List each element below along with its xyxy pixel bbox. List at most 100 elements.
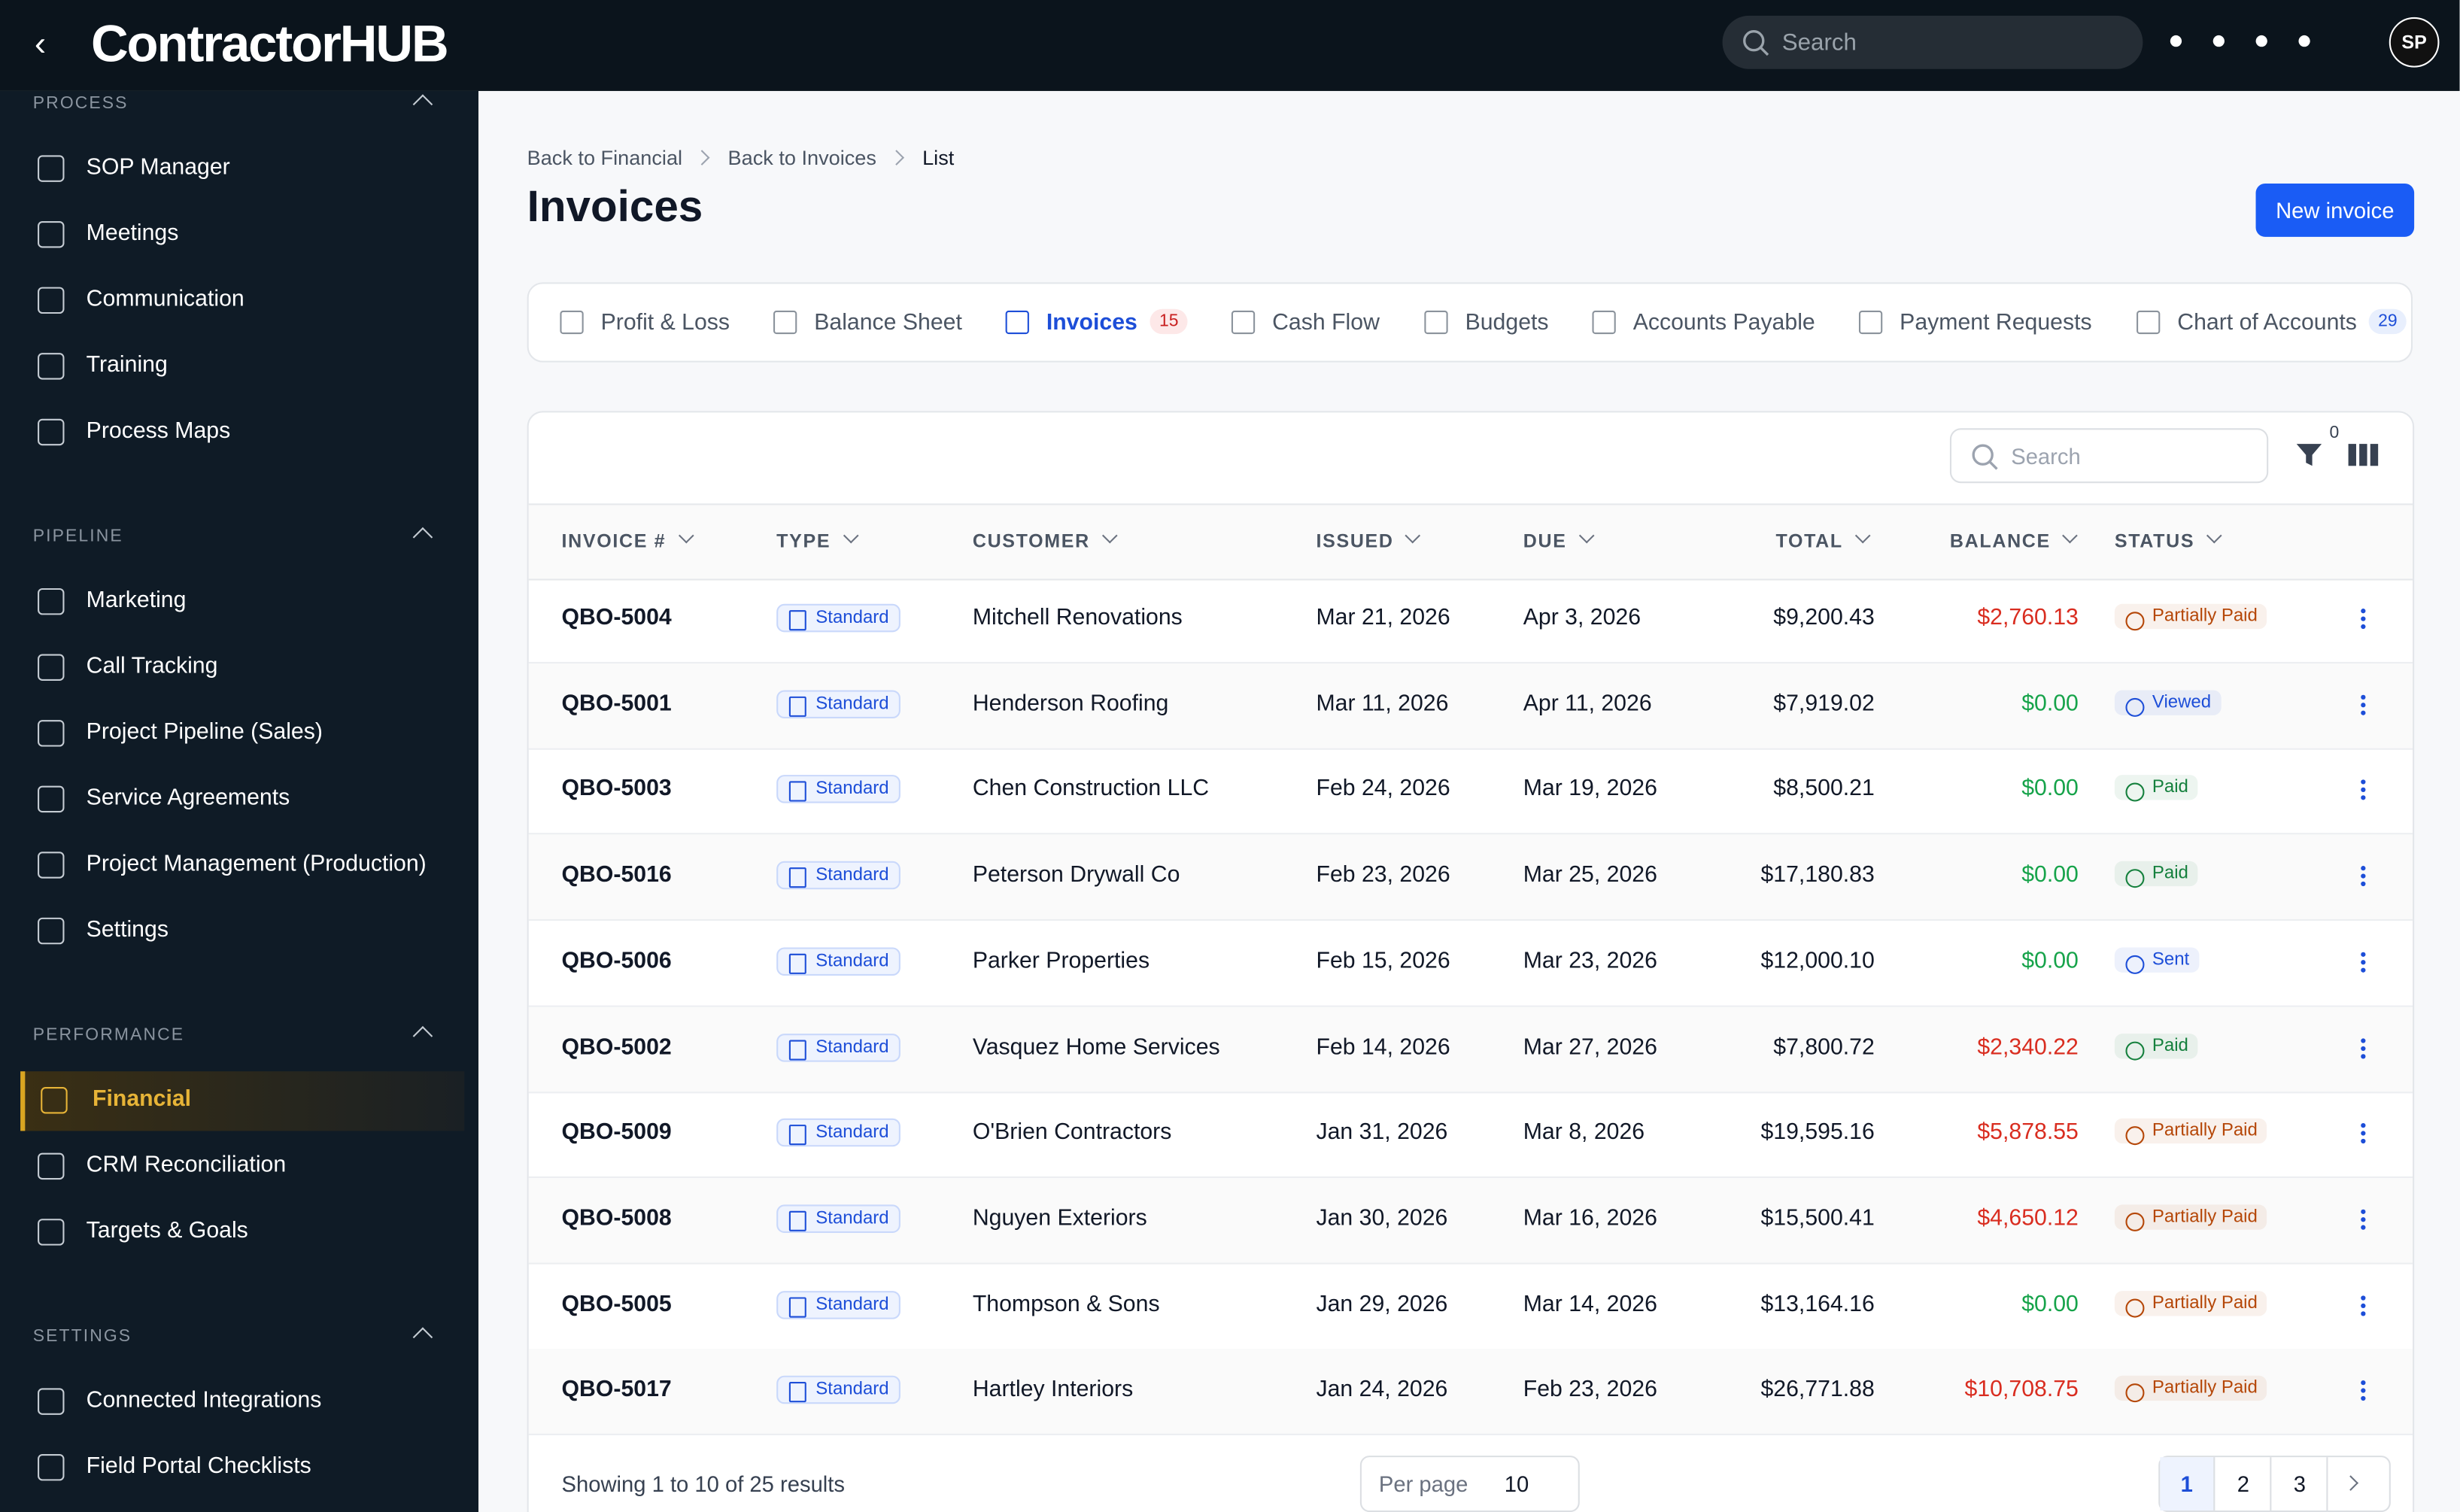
page-button[interactable]: 3 [2273,1457,2328,1511]
column-header[interactable]: TOTAL [1775,530,1843,552]
row-divider [528,1177,2413,1179]
nav-item[interactable]: Project Pipeline (Sales) [86,720,323,745]
column-header[interactable]: INVOICE # [561,530,667,552]
nav-icon [38,1152,65,1180]
breadcrumb-item[interactable]: Back to Financial [527,145,683,170]
nav-item[interactable]: Connected Integrations [86,1388,322,1413]
tab-label[interactable]: Chart of Accounts [2177,310,2357,336]
new-invoice-button[interactable]: New invoice [2255,183,2415,237]
nav-item[interactable]: Process Maps [86,418,231,445]
column-header[interactable]: DUE [1523,530,1567,552]
tab-label[interactable]: Budgets [1465,310,1549,336]
tab-label[interactable]: Balance Sheet [814,310,962,336]
cell-invoice: QBO-5017 [561,1377,672,1403]
row-menu[interactable] [2361,1123,2366,1128]
nav-icon [38,852,65,879]
column-header[interactable]: ISSUED [1316,530,1394,552]
nav-item[interactable]: Financial [93,1087,192,1113]
column-header[interactable]: STATUS [2114,530,2195,552]
filter-count: 0 [2329,424,2340,443]
type-badge: Standard [776,603,900,633]
row-divider [528,1348,2413,1350]
row-menu[interactable] [2361,952,2366,957]
nav-item[interactable]: CRM Reconciliation [86,1152,287,1178]
table-search[interactable] [1949,428,2269,484]
cell-invoice: QBO-5005 [561,1292,672,1317]
row-divider [528,747,2413,750]
row-menu[interactable] [2361,1380,2366,1386]
cell-issued: Feb 23, 2026 [1316,863,1450,888]
cell-balance: $0.00 [2021,1292,2079,1317]
cell-due: Apr 11, 2026 [1523,691,1652,717]
cell-customer: Chen Construction LLC [972,776,1210,803]
tab-label[interactable]: Payment Requests [1900,310,2092,336]
nav-item[interactable]: Communication [86,287,244,312]
tab-icon [2137,310,2161,335]
tab-label[interactable]: Invoices [1046,310,1137,336]
badge-icon [2125,612,2145,631]
column-header[interactable]: TYPE [776,530,831,552]
cell-balance: $2,760.13 [1977,605,2079,631]
nav-item[interactable]: Targets & Goals [86,1219,248,1244]
back-arrow[interactable]: ‹ [34,23,47,63]
nav-item[interactable]: Service Agreements [86,785,290,812]
cell-customer: Parker Properties [972,949,1150,974]
row-menu[interactable] [2361,694,2366,700]
cell-balance: $2,340.22 [1977,1034,2079,1060]
header-search[interactable] [1722,15,2143,69]
nav-icon [38,654,65,681]
nav-item[interactable]: Training [86,353,168,378]
nav-item[interactable]: Marketing [86,587,187,614]
sidebar-section-title: PIPELINE [32,527,123,546]
sidebar-section-title: PERFORMANCE [32,1025,185,1045]
tab-icon [1005,310,1029,335]
per-page-box[interactable] [1359,1456,1580,1512]
row-menu[interactable] [2361,866,2366,871]
page-button[interactable]: 2 [2216,1457,2272,1511]
nav-item[interactable]: Meetings [86,221,179,247]
row-menu[interactable] [2361,1295,2366,1300]
column-header[interactable]: BALANCE [1949,530,2051,552]
nav-item[interactable]: SOP Manager [86,155,230,181]
cell-customer: Mitchell Renovations [972,605,1183,631]
row-menu[interactable] [2361,780,2366,785]
columns-icon[interactable] [2348,442,2380,467]
row-menu[interactable] [2361,1037,2366,1043]
cell-issued: Feb 14, 2026 [1316,1034,1450,1060]
badge-icon [788,867,806,888]
nav-item[interactable]: Project Management (Production) [86,852,427,877]
nav-icon [38,155,65,182]
tab-label[interactable]: Accounts Payable [1632,310,1815,336]
tab-label[interactable]: Cash Flow [1272,310,1380,336]
avatar[interactable]: SP [2389,17,2440,68]
type-badge: Standard [776,689,900,718]
footer-summary: Showing 1 to 10 of 25 results [561,1471,846,1497]
tab-icon [1858,310,1883,335]
breadcrumb-item[interactable]: Back to Invoices [727,145,876,170]
row-menu[interactable] [2361,1209,2366,1214]
badge-icon [788,953,806,974]
badge-icon [788,696,806,717]
nav-icon [38,785,65,813]
nav-item[interactable]: Field Portal Checklists [86,1453,311,1480]
badge-icon [788,782,806,803]
nav-icon [38,587,65,615]
page-button[interactable]: 1 [2160,1457,2216,1511]
header-icons[interactable]: ●●●● [2167,25,2340,55]
cell-total: $7,800.72 [1773,1034,1875,1060]
cell-customer: Nguyen Exteriors [972,1206,1147,1231]
cell-customer: O'Brien Contractors [972,1120,1172,1146]
nav-item[interactable]: Settings [86,917,169,943]
page-title: Invoices [527,181,703,231]
badge-icon [2125,1298,2145,1317]
nav-item[interactable]: Call Tracking [86,654,218,679]
cell-total: $9,200.43 [1773,605,1875,631]
cell-due: Mar 14, 2026 [1523,1292,1657,1317]
row-menu[interactable] [2361,609,2366,614]
search-icon [1743,30,1769,56]
filter-icon[interactable] [2295,441,2324,469]
column-header[interactable]: CUSTOMER [972,530,1090,552]
tab-label[interactable]: Profit & Loss [600,310,730,336]
sidebar [0,90,478,1512]
